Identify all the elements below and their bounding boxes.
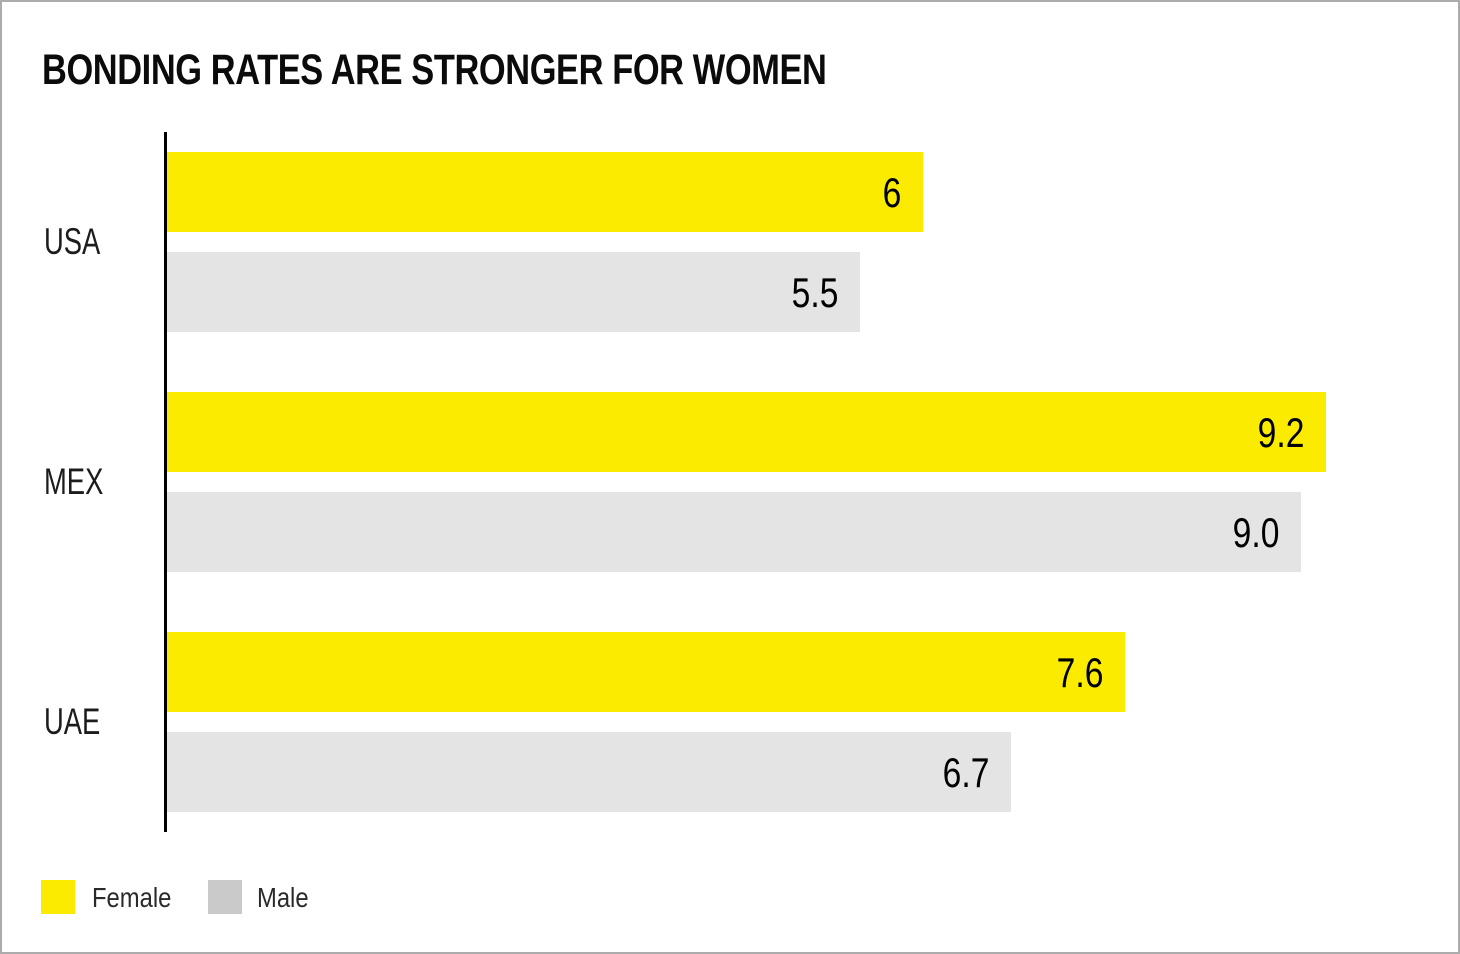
category-label-uae: UAE bbox=[44, 701, 101, 742]
bar-female-uae: 7.6 bbox=[167, 632, 1125, 712]
chart-title: BONDING RATES ARE STRONGER FOR WOMEN bbox=[42, 46, 827, 94]
value-label-female-uae: 7.6 bbox=[1056, 649, 1103, 696]
bar-female-usa: 6 bbox=[167, 152, 923, 232]
value-label-female-usa: 6 bbox=[882, 169, 901, 216]
value-label-male-uae: 6.7 bbox=[942, 749, 989, 796]
value-label-male-usa: 5.5 bbox=[791, 269, 838, 316]
legend-swatch-male bbox=[208, 880, 242, 914]
legend-label-male: Male bbox=[257, 882, 309, 913]
y-axis-line bbox=[164, 132, 167, 832]
value-label-male-mex: 9.0 bbox=[1232, 509, 1279, 556]
category-label-mex: MEX bbox=[44, 461, 104, 502]
legend-swatch-female bbox=[41, 880, 75, 914]
legend-label-female: Female bbox=[92, 882, 172, 913]
bar-male-uae: 6.7 bbox=[167, 732, 1011, 812]
value-label-female-mex: 9.2 bbox=[1257, 409, 1304, 456]
bar-female-mex: 9.2 bbox=[167, 392, 1326, 472]
bar-male-usa: 5.5 bbox=[167, 252, 860, 332]
bar-male-mex: 9.0 bbox=[167, 492, 1301, 572]
category-label-usa: USA bbox=[44, 221, 101, 262]
